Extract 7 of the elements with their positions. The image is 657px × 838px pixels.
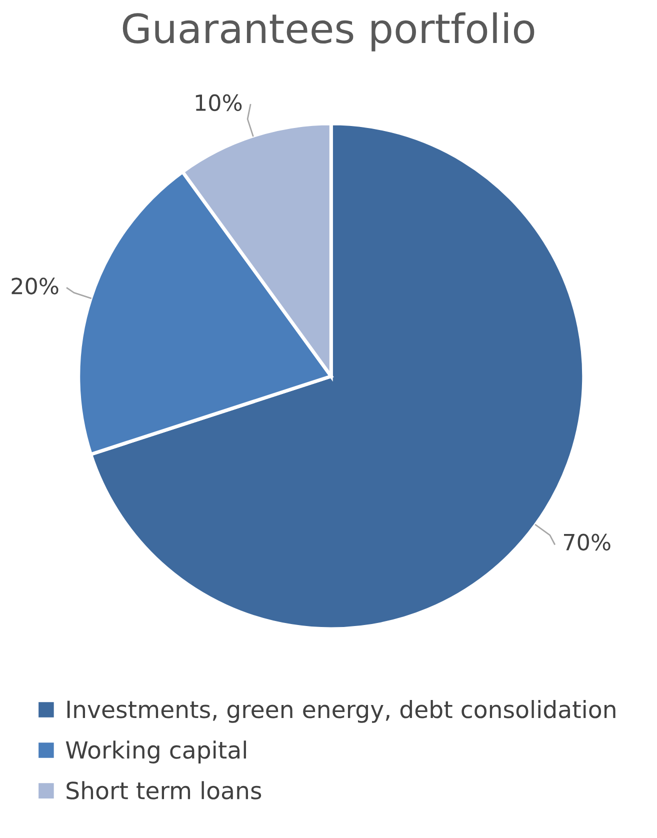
data-label: 10% — [196, 94, 242, 112]
legend-label: Working capital — [66, 740, 246, 764]
chart-title: Guarantees portfolio — [122, 12, 534, 52]
data-label: 20% — [12, 278, 58, 294]
legend-label: Investments, green energy, debt consolidation — [67, 700, 616, 723]
legend-label: Short term loans — [66, 781, 262, 800]
data-label: 70% — [564, 534, 610, 551]
